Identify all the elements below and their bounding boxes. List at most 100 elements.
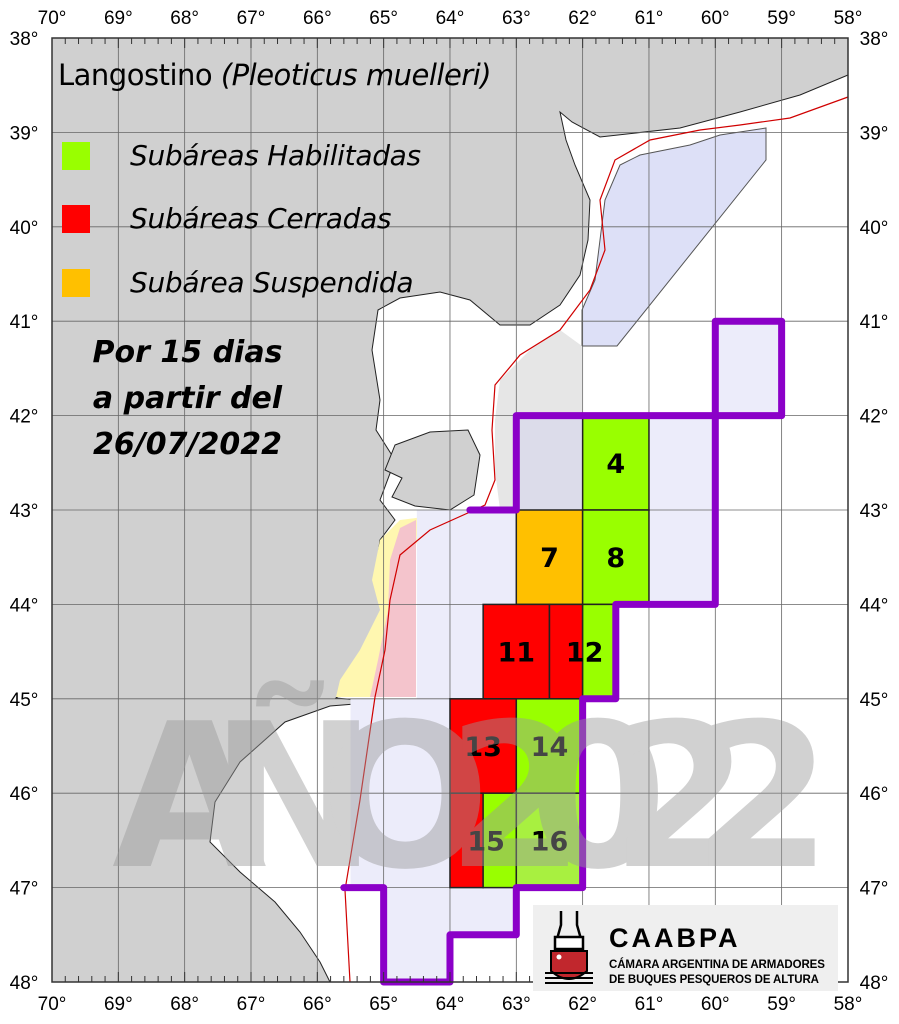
ship-icon: [545, 911, 593, 984]
map-title: Langostino (Pleoticus muelleri): [58, 58, 492, 92]
lon-label-top: 69°: [104, 8, 133, 29]
subarea-11[interactable]: [482, 603, 551, 700]
subarea-label: 14: [531, 732, 569, 763]
note-line: a partir del: [92, 381, 283, 416]
lon-label-bottom: 63°: [502, 994, 531, 1015]
subarea-fill: [515, 698, 584, 794]
subarea-part-8[interactable]: [449, 792, 484, 889]
zone-area: [516, 415, 583, 510]
subarea-label: 16: [531, 826, 569, 857]
subarea-label: 7: [540, 543, 559, 574]
subarea-fill: [581, 414, 650, 511]
note-line: Por 15 dias: [92, 335, 283, 370]
lon-label-top: 68°: [170, 8, 199, 29]
validity-note: Por 15 dias a partir del 26/07/2022: [60, 330, 315, 468]
lon-label-bottom: 69°: [104, 994, 133, 1015]
lat-label-left: 38°: [10, 29, 39, 50]
subarea-fill: [449, 792, 484, 889]
lon-label-top: 60°: [701, 8, 730, 29]
lon-label-top: 62°: [568, 8, 597, 29]
zone-area: [715, 321, 782, 416]
lat-label-right: 44°: [860, 595, 889, 616]
subarea-fill: [449, 698, 518, 794]
lon-label-top: 64°: [436, 8, 465, 29]
lat-label-right: 48°: [860, 973, 889, 994]
note-date: 26/07/2022: [93, 427, 282, 462]
lon-label-top: 67°: [237, 8, 266, 29]
shelf-boundary-line: [344, 96, 849, 983]
lat-label-left: 42°: [10, 407, 39, 428]
legend-swatch: [62, 268, 90, 297]
lon-label-top: 65°: [369, 8, 398, 29]
lon-label-bottom: 61°: [635, 994, 664, 1015]
title-main: Langostino: [58, 58, 213, 92]
subarea-label: 8: [606, 543, 625, 574]
lat-label-left: 45°: [10, 690, 39, 711]
subarea-13[interactable]: [449, 698, 518, 794]
legend-item-cerradas: Subáreas Cerradas: [62, 202, 392, 235]
lon-label-bottom: 58°: [834, 994, 863, 1015]
lon-label-bottom: 59°: [767, 994, 796, 1015]
lon-label-bottom: 62°: [568, 994, 597, 1015]
lat-label-right: 45°: [860, 690, 889, 711]
lat-label-left: 47°: [10, 879, 39, 900]
subarea-label: 15: [467, 826, 505, 857]
shelf-zone-ne: [581, 127, 767, 347]
subarea-14[interactable]: [515, 698, 584, 794]
legend-item-suspendida: Subárea Suspendida: [62, 266, 413, 299]
lon-label-top: 61°: [635, 8, 664, 29]
subarea-label: 11: [498, 638, 536, 669]
lon-label-bottom: 64°: [436, 994, 465, 1015]
subarea-fill: [482, 603, 551, 700]
subarea-fill: [581, 509, 650, 606]
lon-label-top: 63°: [502, 8, 531, 29]
subarea-4[interactable]: [581, 414, 650, 511]
subarea-label: 4: [606, 449, 625, 480]
coastal-zone-pink: [370, 520, 416, 697]
year-watermark: AÑO 2022: [112, 680, 832, 914]
lat-label-right: 47°: [860, 879, 889, 900]
lat-label-left: 41°: [10, 312, 39, 333]
lat-label-left: 44°: [10, 595, 39, 616]
lon-label-bottom: 67°: [237, 994, 266, 1015]
lat-label-right: 40°: [860, 218, 889, 239]
lon-label-bottom: 65°: [369, 994, 398, 1015]
legend-swatch: [62, 141, 90, 170]
lat-label-left: 48°: [10, 973, 39, 994]
coastal-zone-yellow: [336, 512, 470, 697]
subarea-8[interactable]: [581, 509, 650, 606]
lon-label-bottom: 60°: [701, 994, 730, 1015]
subarea-12[interactable]: [581, 603, 617, 700]
legend-item-habilitadas: Subáreas Habilitadas: [62, 139, 421, 172]
lat-label-right: 39°: [860, 123, 889, 144]
lat-label-right: 41°: [860, 312, 889, 333]
lon-label-top: 66°: [303, 8, 332, 29]
logo-name: CAABPA: [609, 923, 741, 953]
legend-label: Subáreas Cerradas: [130, 202, 392, 235]
lon-label-top: 59°: [767, 8, 796, 29]
legend-label: Subáreas Habilitadas: [130, 139, 421, 172]
legend-label: Subárea Suspendida: [130, 266, 414, 299]
lat-label-left: 39°: [10, 123, 39, 144]
axis-ticks: 70° 70° 69° 69° 68° 68° 67° 67° 66° 66° 65° 65° 64° 6…: [10, 8, 889, 1015]
lon-label-bottom: 66°: [303, 994, 332, 1015]
zone-area: [449, 887, 517, 935]
logo-subtitle: DE BUQUES PESQUEROS DE ALTURA: [609, 974, 819, 986]
lat-label-left: 43°: [10, 501, 39, 522]
lon-label-top: 70°: [38, 8, 67, 29]
lat-label-right: 43°: [860, 501, 889, 522]
title-species: (Pleoticus muelleri): [220, 58, 492, 92]
subarea-fill: [581, 603, 617, 700]
lat-label-left: 46°: [10, 784, 39, 805]
subarea-label: 13: [464, 732, 502, 763]
caabpa-logo: CAABPA CÁMARA ARGENTINA DE ARMADORES DE …: [533, 905, 838, 991]
subarea-cells: 4 7 8 11 12 13 14 15 16: [449, 414, 650, 889]
lat-label-right: 42°: [860, 407, 889, 428]
lat-label-right: 46°: [860, 784, 889, 805]
logo-subtitle: CÁMARA ARGENTINA DE ARMADORES: [609, 959, 825, 971]
lat-label-left: 40°: [10, 218, 39, 239]
lon-label-bottom: 68°: [170, 994, 199, 1015]
lat-label-right: 38°: [860, 29, 889, 50]
